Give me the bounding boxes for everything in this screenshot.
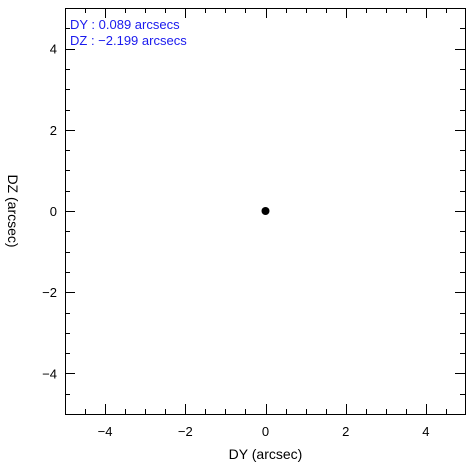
- dy-annotation: DY : 0.089 arcsecs: [70, 17, 180, 32]
- data-points: [261, 207, 270, 215]
- y-tick-label: 2: [50, 123, 57, 138]
- tick-labels: −4 −2 0 2 4 −4 −2 0 2 4: [42, 42, 429, 439]
- x-tick-label: −4: [98, 424, 113, 439]
- y-axis-label: DZ (arcsec): [5, 174, 21, 247]
- y-tick-label: −4: [42, 366, 57, 381]
- x-tick-label: 2: [342, 424, 349, 439]
- y-tick-label: 0: [50, 204, 57, 219]
- data-point: [261, 207, 270, 215]
- y-tick-label: 4: [50, 42, 57, 57]
- x-tick-label: 4: [422, 424, 429, 439]
- y-tick-label: −2: [42, 285, 57, 300]
- major-ticks: [65, 8, 465, 414]
- dz-annotation: DZ : −2.199 arcsecs: [70, 33, 187, 48]
- x-tick-label: −2: [178, 424, 193, 439]
- x-axis-label: DY (arcsec): [229, 446, 303, 462]
- x-tick-label: 0: [262, 424, 269, 439]
